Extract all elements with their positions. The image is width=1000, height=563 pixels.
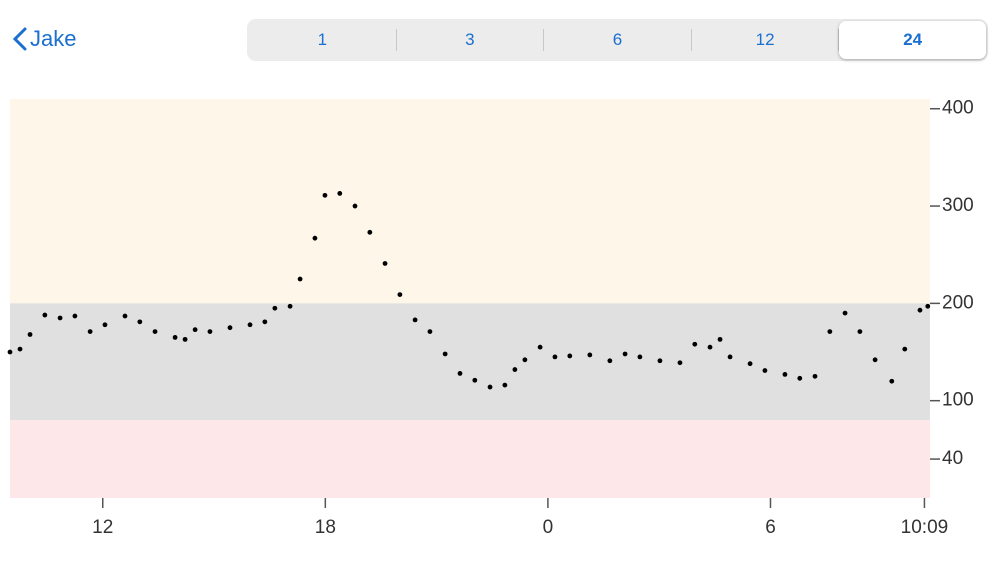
- glucose-point: [717, 336, 723, 342]
- glucose-point: [622, 351, 628, 357]
- y-tick-label: 200: [942, 292, 974, 313]
- y-tick-label: 40: [942, 448, 963, 469]
- glucose-point: [382, 261, 388, 266]
- glucose-point: [522, 357, 528, 363]
- glucose-point: [367, 229, 373, 235]
- back-chevron: [12, 27, 27, 51]
- glucose-point: [137, 319, 143, 325]
- glucose-point: [567, 353, 573, 359]
- target-band: [10, 303, 930, 421]
- glucose-point: [337, 190, 343, 196]
- low-band: [10, 420, 930, 498]
- glucose-point: [657, 358, 663, 364]
- glucose-point: [297, 276, 303, 282]
- glucose-point: [457, 371, 463, 376]
- glucose-point: [172, 335, 178, 340]
- glucose-point: [857, 329, 863, 334]
- segment[interactable]: 6: [544, 29, 692, 51]
- glucose-point: [707, 344, 713, 350]
- glucose-point: [747, 361, 753, 367]
- glucose-point: [537, 344, 543, 350]
- segmented-control: 1 3 6 12 24: [247, 19, 988, 61]
- glucose-point: [842, 310, 848, 316]
- segment[interactable]: 12: [692, 29, 840, 51]
- glucose-point: [827, 329, 833, 334]
- back-label[interactable]: Jake: [30, 26, 77, 51]
- glucose-point: [227, 325, 233, 331]
- back-button[interactable]: Jake: [10, 26, 76, 52]
- glucose-point: [607, 358, 613, 364]
- glucose-point: [587, 352, 593, 358]
- glucose-point: [247, 322, 253, 328]
- glucose-point: [7, 349, 13, 355]
- glucose-point: [552, 354, 558, 360]
- segment[interactable]: 1: [249, 29, 397, 51]
- glucose-point: [87, 329, 93, 334]
- glucose-point: [72, 313, 78, 319]
- glucose-point: [512, 367, 518, 372]
- x-tick-label: 6: [765, 517, 776, 538]
- glucose-point: [782, 372, 788, 377]
- glucose-point: [872, 357, 878, 363]
- glucose-point: [322, 192, 328, 198]
- glucose-point: [692, 341, 698, 347]
- glucose-point: [272, 305, 278, 311]
- glucose-point: [442, 351, 448, 357]
- glucose-point: [637, 354, 643, 360]
- glucose-point: [57, 315, 63, 321]
- glucose-point: [17, 346, 23, 352]
- glucose-point: [262, 319, 268, 325]
- glucose-point: [152, 329, 158, 334]
- y-tick-label: 400: [942, 98, 974, 119]
- glucose-point: [207, 329, 213, 334]
- y-tick-label: 100: [942, 390, 974, 411]
- glucose-point: [917, 307, 923, 313]
- glucose-point: [727, 354, 733, 360]
- glucose-point: [312, 235, 318, 241]
- x-tick-label: 10:09: [901, 517, 949, 538]
- glucose-point: [502, 382, 508, 388]
- x-tick-label: 12: [92, 517, 113, 538]
- glucose-point: [397, 292, 403, 298]
- glucose-point: [122, 313, 128, 319]
- glucose-point: [902, 346, 908, 352]
- y-tick-label: 300: [942, 195, 974, 216]
- glucose-point: [797, 375, 803, 381]
- glucose-point: [182, 336, 188, 342]
- glucose-point: [102, 322, 108, 328]
- glucose-point: [412, 317, 418, 323]
- segment[interactable]: 24: [839, 21, 986, 59]
- glucose-point: [427, 329, 433, 334]
- glucose-point: [192, 327, 198, 333]
- glucose-point: [487, 384, 493, 390]
- glucose-point: [27, 332, 33, 337]
- glucose-point: [812, 373, 818, 379]
- x-tick-label: 0: [543, 517, 554, 538]
- glucose-point: [889, 378, 895, 384]
- segment[interactable]: 3: [397, 29, 545, 51]
- glucose-point: [352, 203, 358, 209]
- x-tick-label: 18: [315, 517, 336, 538]
- high-band: [10, 99, 930, 304]
- glucose-point: [677, 360, 683, 366]
- glucose-point: [472, 377, 478, 383]
- glucose-point: [925, 303, 931, 309]
- glucose-point: [287, 303, 293, 309]
- glucose-point: [762, 368, 768, 373]
- glucose-point: [42, 312, 48, 318]
